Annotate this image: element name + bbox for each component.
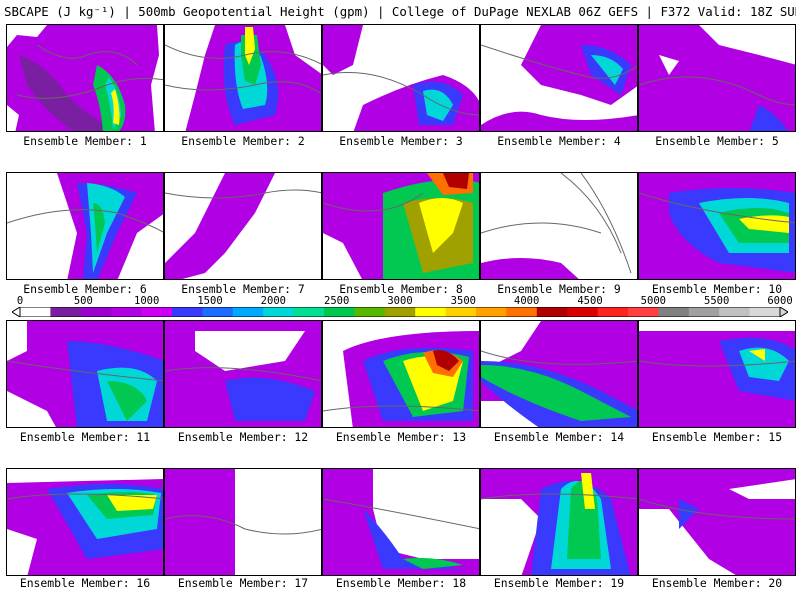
member-18-map bbox=[322, 468, 480, 576]
colorbar-segment bbox=[80, 307, 112, 317]
member-10-map bbox=[638, 172, 796, 280]
colorbar-segment bbox=[597, 307, 629, 317]
colorbar-segment bbox=[658, 307, 690, 317]
member-14-map bbox=[480, 320, 638, 428]
colorbar-tick-label: 6000 bbox=[767, 295, 793, 307]
colorbar-segment bbox=[111, 307, 143, 317]
colorbar-segment bbox=[415, 307, 447, 317]
colorbar-segment bbox=[50, 307, 82, 317]
member-11-map bbox=[6, 320, 164, 428]
colorbar-segment bbox=[232, 307, 264, 317]
colorbar-segment bbox=[688, 307, 720, 317]
member-11-label: Ensemble Member: 11 bbox=[19, 430, 151, 444]
member-12-map bbox=[164, 320, 322, 428]
member-14-label: Ensemble Member: 14 bbox=[493, 430, 625, 444]
colorbar-border bbox=[19, 307, 781, 317]
member-7-map bbox=[164, 172, 322, 280]
member-17-label: Ensemble Member: 17 bbox=[177, 576, 309, 590]
member-17-map bbox=[164, 468, 322, 576]
member-5-label: Ensemble Member: 5 bbox=[655, 134, 779, 148]
member-2-label: Ensemble Member: 2 bbox=[181, 134, 305, 148]
colorbar-tick-label: 4000 bbox=[514, 295, 540, 307]
member-3-map bbox=[322, 24, 480, 132]
member-3-label: Ensemble Member: 3 bbox=[339, 134, 463, 148]
member-12-label: Ensemble Member: 12 bbox=[177, 430, 309, 444]
member-15-label: Ensemble Member: 15 bbox=[651, 430, 783, 444]
colorbar-tick-label: 1500 bbox=[197, 295, 223, 307]
member-13-label: Ensemble Member: 13 bbox=[335, 430, 467, 444]
member-13-map bbox=[322, 320, 480, 428]
member-19-label: Ensemble Member: 19 bbox=[493, 576, 625, 590]
colorbar-segment bbox=[263, 307, 295, 317]
colorbar-tick-label: 3500 bbox=[450, 295, 476, 307]
member-8-map bbox=[322, 172, 480, 280]
colorbar-segment bbox=[324, 307, 355, 317]
colorbar-tick-label: 500 bbox=[73, 295, 93, 307]
member-9-label: Ensemble Member: 9 bbox=[497, 282, 621, 296]
member-18-label: Ensemble Member: 18 bbox=[335, 576, 467, 590]
colorbar-segment bbox=[445, 307, 477, 317]
colorbar-segment bbox=[719, 307, 751, 317]
member-5-map bbox=[638, 24, 796, 132]
member-4-map bbox=[480, 24, 638, 132]
member-9-map bbox=[480, 172, 638, 280]
colorbar-segment bbox=[628, 307, 659, 317]
member-1-map bbox=[6, 24, 164, 132]
chart-title: SBCAPE (J kg⁻¹) | 500mb Geopotential Hei… bbox=[4, 4, 796, 19]
colorbar-segment bbox=[536, 307, 568, 317]
member-16-map bbox=[6, 468, 164, 576]
colorbar-segment bbox=[293, 307, 325, 317]
colorbar-min-arrow bbox=[12, 307, 21, 317]
colorbar-tick-label: 5500 bbox=[704, 295, 730, 307]
colorbar-tick-label: 5000 bbox=[640, 295, 666, 307]
colorbar-segment bbox=[567, 307, 599, 317]
colorbar-segment bbox=[354, 307, 386, 317]
colorbar-segment bbox=[202, 307, 234, 317]
member-4-label: Ensemble Member: 4 bbox=[497, 134, 621, 148]
member-10-label: Ensemble Member: 10 bbox=[651, 282, 783, 296]
member-1-label: Ensemble Member: 1 bbox=[23, 134, 147, 148]
colorbar-segment bbox=[749, 307, 781, 317]
member-16-label: Ensemble Member: 16 bbox=[19, 576, 151, 590]
member-7-label: Ensemble Member: 7 bbox=[181, 282, 305, 296]
colorbar-tick-label: 2500 bbox=[324, 295, 350, 307]
member-6-label: Ensemble Member: 6 bbox=[23, 282, 147, 296]
colorbar-segment bbox=[20, 307, 51, 317]
colorbar-tick-label: 4500 bbox=[577, 295, 603, 307]
colorbar bbox=[12, 307, 788, 317]
member-20-label: Ensemble Member: 20 bbox=[651, 576, 783, 590]
colorbar-segment bbox=[476, 307, 507, 317]
member-2-map bbox=[164, 24, 322, 132]
colorbar-segment bbox=[384, 307, 416, 317]
member-19-map bbox=[480, 468, 638, 576]
colorbar-segment bbox=[172, 307, 203, 317]
member-8-label: Ensemble Member: 8 bbox=[339, 282, 463, 296]
colorbar-tick-label: 0 bbox=[16, 295, 24, 307]
colorbar-tick-label: 2000 bbox=[260, 295, 286, 307]
member-15-map bbox=[638, 320, 796, 428]
colorbar-tick-label: 1000 bbox=[134, 295, 160, 307]
colorbar-max-arrow bbox=[779, 307, 788, 317]
member-20-map bbox=[638, 468, 796, 576]
member-6-map bbox=[6, 172, 164, 280]
colorbar-segment bbox=[141, 307, 173, 317]
colorbar-segment bbox=[506, 307, 538, 317]
colorbar-tick-label: 3000 bbox=[387, 295, 413, 307]
